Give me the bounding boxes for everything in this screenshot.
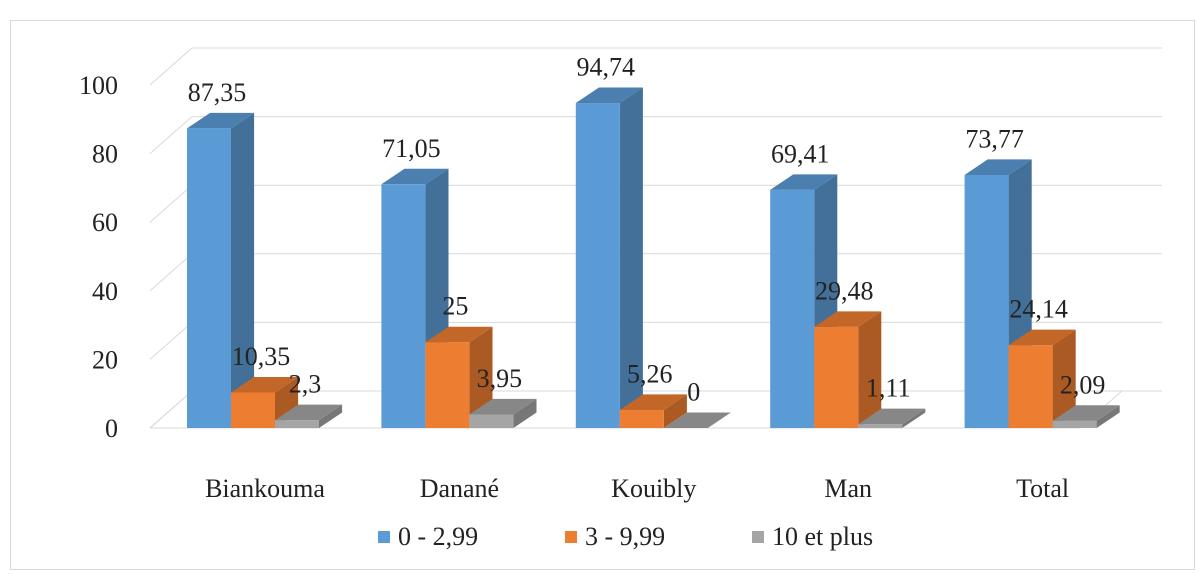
bar-side-face	[469, 326, 493, 428]
y-tick-label: 60	[92, 208, 118, 237]
legend-swatch	[378, 531, 390, 543]
bar	[1008, 329, 1076, 428]
bars	[187, 87, 1120, 429]
y-tick-label: 20	[92, 345, 118, 374]
bar-front-face	[469, 414, 514, 428]
bar	[575, 87, 643, 428]
bar-side-face	[858, 311, 882, 428]
x-axis-ticks: Biankouma Danané Kouibly Man Total	[205, 474, 1069, 503]
bar-top-face	[814, 311, 882, 327]
data-label: 24,14	[1009, 295, 1068, 324]
bar-top-face	[275, 404, 343, 421]
bar-top-face	[1008, 329, 1076, 346]
bar	[858, 408, 926, 428]
data-label: 69,41	[771, 139, 830, 168]
bar	[275, 404, 343, 428]
bar-front-face	[814, 326, 859, 428]
legend-entry: 0 - 2,99	[398, 522, 478, 551]
bar-front-face	[425, 342, 470, 428]
bar-side-face	[319, 404, 343, 428]
bar	[187, 112, 255, 429]
legend-entry: 3 - 9,99	[585, 522, 665, 551]
data-label: 94,74	[577, 53, 636, 82]
bar-top-face	[770, 174, 838, 190]
bar-front-face	[575, 103, 620, 428]
data-label: 0	[687, 377, 700, 406]
data-label: 73,77	[965, 124, 1024, 153]
bar	[619, 394, 687, 428]
bar	[1052, 405, 1120, 428]
bar-top-face	[187, 112, 255, 129]
legend-swatch	[565, 531, 577, 543]
data-label: 2,3	[289, 370, 322, 399]
data-label: 1,11	[866, 374, 911, 403]
data-label: 5,26	[627, 359, 673, 388]
bar-side-face	[1052, 329, 1076, 428]
data-label: 71,05	[382, 134, 441, 163]
y-tick-label: 0	[105, 414, 118, 443]
bar-front-face	[1008, 345, 1053, 428]
bar-top-face	[619, 394, 687, 410]
bar-top-face	[964, 159, 1032, 175]
bar-front-face	[1052, 420, 1097, 428]
legend: 0 - 2,99 3 - 9,99 10 et plus	[378, 522, 873, 551]
y-axis-ticks: 0 20 40 60 80 100	[79, 71, 118, 443]
data-labels: 87,35 10,352,3 71,05 25 3,95 94,74 5,26 0 69,41 2…	[188, 53, 1106, 407]
x-tick-label: Kouibly	[611, 474, 696, 503]
data-label: 10,35	[232, 342, 291, 371]
bar-top-face	[858, 408, 926, 425]
x-tick-label: Biankouma	[205, 474, 325, 503]
bar-side-face	[231, 112, 255, 429]
gridline	[149, 116, 1162, 154]
bar-front-face	[619, 409, 664, 428]
bar-front-face	[231, 392, 275, 428]
bar-front-face	[381, 184, 426, 428]
bar-side-face	[1096, 405, 1120, 428]
data-label: 29,48	[815, 276, 874, 305]
bar-top-face	[231, 376, 299, 393]
bar	[469, 398, 537, 428]
bar-front-face	[858, 424, 903, 428]
bar-side-face	[619, 87, 643, 428]
data-label: 3,95	[477, 364, 523, 393]
bar-front-face	[770, 189, 815, 428]
data-label: 2,09	[1060, 370, 1106, 399]
gridline	[149, 47, 1162, 86]
bar-side-face	[513, 398, 537, 428]
bar-front-face	[187, 128, 231, 428]
bar-side-face	[902, 408, 926, 428]
bar	[381, 168, 449, 429]
bar-side-face	[663, 394, 687, 428]
bar-front-face	[964, 174, 1009, 428]
bar	[663, 412, 731, 428]
bar	[814, 311, 882, 428]
legend-entry: 10 et plus	[772, 522, 873, 551]
bar	[425, 326, 493, 428]
y-tick-label: 80	[92, 140, 118, 169]
bar-top-face	[469, 398, 537, 415]
data-label: 25	[442, 292, 468, 321]
y-tick-label: 40	[92, 277, 118, 306]
x-tick-label: Danané	[420, 474, 499, 503]
x-tick-label: Total	[1016, 474, 1069, 503]
y-tick-label: 100	[79, 71, 118, 100]
bar-front-face	[275, 420, 319, 428]
data-label: 87,35	[188, 78, 247, 107]
bar-top-face	[381, 168, 449, 185]
legend-swatch	[752, 531, 764, 543]
bar-top-face	[575, 87, 643, 104]
bar-top-face	[1052, 405, 1120, 421]
bar-top-face	[425, 326, 493, 343]
x-tick-label: Man	[824, 474, 872, 503]
chart-frame	[10, 20, 1195, 570]
bar-top-face	[663, 412, 731, 428]
